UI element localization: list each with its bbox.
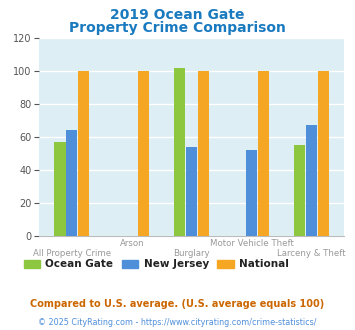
Text: Larceny & Theft: Larceny & Theft <box>277 249 346 258</box>
Bar <box>55 142 66 236</box>
Bar <box>306 125 317 236</box>
Bar <box>186 147 197 236</box>
Text: 2019 Ocean Gate: 2019 Ocean Gate <box>110 8 245 22</box>
Text: Arson: Arson <box>120 239 144 248</box>
Bar <box>246 150 257 236</box>
Legend: Ocean Gate, New Jersey, National: Ocean Gate, New Jersey, National <box>20 255 293 274</box>
Bar <box>198 71 209 236</box>
Bar <box>174 68 185 236</box>
Bar <box>78 71 89 236</box>
Text: All Property Crime: All Property Crime <box>33 249 111 258</box>
Text: Compared to U.S. average. (U.S. average equals 100): Compared to U.S. average. (U.S. average … <box>31 299 324 309</box>
Bar <box>138 71 149 236</box>
Bar <box>318 71 329 236</box>
Bar <box>294 145 305 236</box>
Text: Property Crime Comparison: Property Crime Comparison <box>69 21 286 35</box>
Text: Motor Vehicle Theft: Motor Vehicle Theft <box>209 239 294 248</box>
Text: Burglary: Burglary <box>173 249 210 258</box>
Bar <box>66 130 77 236</box>
Bar <box>258 71 269 236</box>
Text: © 2025 CityRating.com - https://www.cityrating.com/crime-statistics/: © 2025 CityRating.com - https://www.city… <box>38 318 317 327</box>
